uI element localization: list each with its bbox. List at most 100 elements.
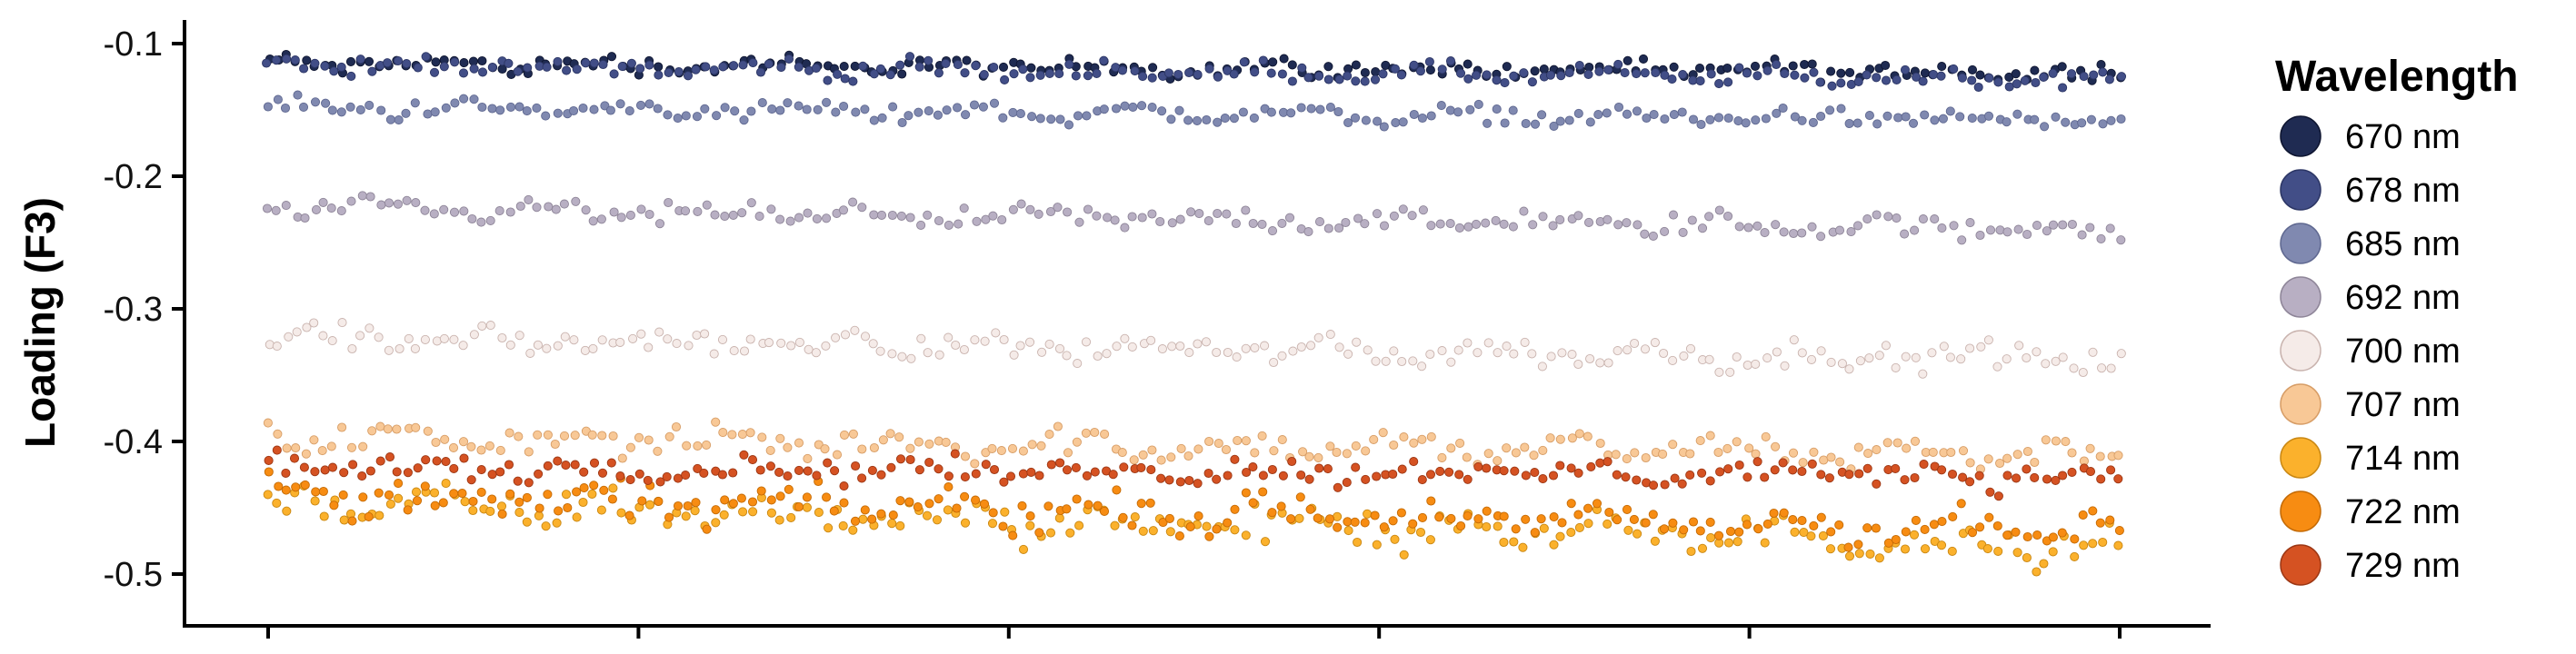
data-point	[514, 497, 524, 507]
data-point	[318, 331, 328, 341]
data-point	[1706, 69, 1716, 79]
data-point	[1425, 65, 1435, 75]
data-point	[1230, 454, 1240, 464]
data-point	[822, 213, 832, 223]
data-point	[357, 191, 367, 201]
data-point	[1537, 110, 1547, 120]
data-point	[459, 94, 469, 104]
data-point	[1279, 54, 1289, 64]
data-point	[1938, 114, 1948, 124]
data-point	[1260, 341, 1270, 351]
data-point	[1493, 521, 1503, 531]
data-point	[441, 479, 451, 489]
data-point	[1015, 109, 1025, 119]
data-point	[337, 318, 347, 328]
data-point	[1334, 74, 1344, 84]
data-point	[1800, 73, 1810, 83]
data-point	[933, 110, 943, 120]
data-point	[1242, 467, 1252, 478]
data-point	[2042, 226, 2052, 236]
data-point	[1778, 103, 1788, 114]
data-point	[1035, 114, 1045, 124]
data-point	[1836, 68, 1846, 78]
data-point	[423, 426, 433, 436]
data-point	[998, 113, 1008, 123]
data-point	[2088, 506, 2098, 516]
data-point	[888, 102, 898, 112]
data-point	[1909, 530, 1920, 540]
data-point	[1722, 63, 1732, 74]
data-point	[2089, 70, 2099, 80]
data-point	[561, 490, 572, 500]
data-point	[1508, 222, 1518, 232]
data-point	[1722, 211, 1733, 222]
data-point	[1742, 472, 1752, 482]
data-point	[339, 468, 349, 478]
data-point	[960, 518, 971, 528]
data-point	[327, 336, 337, 346]
data-point	[2116, 114, 2126, 124]
data-point	[2012, 109, 2022, 119]
data-point	[794, 501, 804, 512]
data-point	[766, 508, 776, 518]
data-point	[431, 437, 441, 448]
data-point	[1325, 330, 1335, 340]
data-point	[747, 497, 758, 507]
data-point	[1062, 504, 1072, 514]
data-point	[635, 64, 645, 74]
data-point	[554, 506, 564, 516]
data-point	[374, 488, 384, 498]
data-point	[1742, 68, 1752, 78]
data-point	[1072, 437, 1082, 447]
data-point	[1967, 75, 1977, 85]
data-point	[1378, 69, 1388, 79]
data-point	[981, 214, 991, 224]
data-point	[617, 62, 627, 72]
data-point	[2061, 117, 2071, 127]
data-point	[1127, 342, 1137, 352]
data-point	[588, 343, 598, 353]
data-point	[457, 489, 467, 499]
data-point	[1435, 466, 1445, 476]
data-point	[737, 208, 747, 218]
data-point	[2070, 534, 2080, 544]
data-point	[302, 322, 312, 332]
data-point	[979, 70, 989, 80]
data-point	[1009, 350, 1019, 360]
data-point	[1409, 438, 1419, 448]
data-point	[1129, 455, 1139, 465]
data-point	[1193, 511, 1203, 521]
data-point	[1360, 67, 1370, 78]
data-point	[1351, 76, 1361, 86]
data-point	[996, 446, 1006, 456]
data-point	[1993, 491, 2003, 501]
data-point	[1499, 219, 1509, 229]
legend-key	[2280, 383, 2321, 425]
data-point	[469, 330, 479, 340]
data-point	[311, 204, 322, 214]
data-point	[1825, 544, 1836, 554]
data-point	[1640, 344, 1651, 354]
data-point	[1638, 54, 1649, 64]
data-point	[2113, 451, 2123, 461]
data-point	[1453, 107, 1463, 117]
data-point	[522, 492, 532, 502]
data-point	[2002, 471, 2012, 481]
data-point	[262, 203, 273, 213]
data-point	[1343, 526, 1353, 536]
data-point	[1090, 427, 1100, 438]
data-point	[914, 437, 924, 447]
legend-label: 714 nm	[2345, 440, 2461, 478]
data-point	[578, 497, 588, 508]
data-point	[2116, 72, 2127, 82]
data-point	[420, 334, 430, 344]
data-point	[1537, 362, 1547, 372]
series-722-nm	[264, 467, 2124, 552]
data-point	[1927, 348, 1937, 358]
data-point	[1287, 76, 1297, 86]
data-point	[439, 333, 449, 343]
data-point	[2069, 363, 2079, 373]
data-point	[1491, 215, 1501, 225]
data-point	[831, 107, 841, 117]
data-point	[337, 422, 347, 432]
